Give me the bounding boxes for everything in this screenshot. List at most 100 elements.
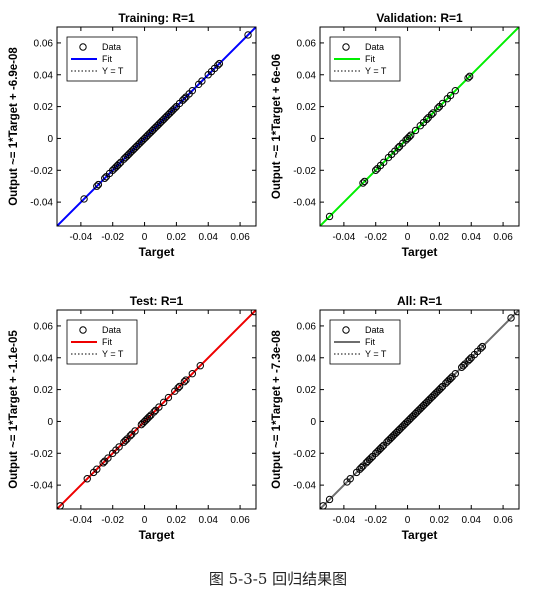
data-point xyxy=(422,115,431,124)
data-point xyxy=(215,59,224,68)
data-point xyxy=(411,126,420,135)
y-tick-label: 0.06 xyxy=(297,321,317,332)
data-point xyxy=(451,86,460,95)
y-tick-label: -0.02 xyxy=(293,449,316,460)
data-points xyxy=(325,72,474,221)
data-point xyxy=(131,427,139,435)
data-point xyxy=(101,174,109,182)
y-axis-label: Output ~= 1*Target + -7.3e-08 xyxy=(271,330,283,489)
y-tick-label: 0.04 xyxy=(34,353,54,364)
legend-ident-label: Y = T xyxy=(365,349,387,359)
y-tick-label: -0.02 xyxy=(30,449,53,460)
data-point xyxy=(464,74,472,82)
x-tick-label: -0.02 xyxy=(101,515,124,526)
x-tick-label: -0.02 xyxy=(101,232,124,243)
data-points xyxy=(320,310,519,509)
data-point xyxy=(372,166,380,174)
x-tick-label: 0 xyxy=(405,232,411,243)
data-point xyxy=(57,502,64,509)
legend-data-marker xyxy=(342,326,350,334)
chart-title: Validation: R=1 xyxy=(376,11,463,25)
x-tick-label: 0.02 xyxy=(430,232,450,243)
data-point xyxy=(378,443,386,451)
x-tick-label: -0.02 xyxy=(364,232,387,243)
fit-line xyxy=(320,27,519,226)
data-point xyxy=(465,72,474,81)
y-tick-label: 0.06 xyxy=(34,38,54,49)
y-tick-label: -0.04 xyxy=(293,481,316,492)
legend-data-marker xyxy=(79,43,87,51)
data-points xyxy=(80,31,252,203)
x-tick-label: 0.06 xyxy=(230,232,250,243)
x-tick-label: 0.06 xyxy=(230,515,250,526)
data-points xyxy=(57,310,256,509)
y-tick-label: 0 xyxy=(310,134,316,145)
x-axis-label: Target xyxy=(402,528,438,542)
data-point xyxy=(115,160,123,168)
chart-title: Training: R=1 xyxy=(118,11,195,25)
legend-fit-label: Fit xyxy=(365,337,375,347)
data-point xyxy=(446,91,455,100)
data-point xyxy=(155,403,163,411)
x-tick-label: 0 xyxy=(142,515,148,526)
legend-data-label: Data xyxy=(365,42,384,52)
x-tick-label: 0.06 xyxy=(493,515,513,526)
data-point xyxy=(427,110,436,119)
chart-title: All: R=1 xyxy=(397,294,442,308)
legend-data-label: Data xyxy=(365,325,384,335)
data-point xyxy=(477,344,485,352)
y-tick-label: 0.02 xyxy=(297,102,317,113)
data-point xyxy=(126,432,134,440)
data-point xyxy=(359,179,367,187)
data-point xyxy=(115,443,123,451)
x-tick-label: 0.04 xyxy=(462,515,482,526)
y-tick-label: 0.04 xyxy=(34,70,54,81)
data-point xyxy=(357,463,366,472)
x-tick-label: -0.04 xyxy=(69,515,92,526)
y-tick-label: 0 xyxy=(310,417,316,428)
chart-panel-4: -0.04 -0.02 0 0.02 0.04 0.06 -0.04 -0.02 0 0.02 0.… xyxy=(271,294,520,542)
y-tick-label: 0.02 xyxy=(297,385,317,396)
x-tick-label: 0.02 xyxy=(430,515,450,526)
legend-ident-label: Y = T xyxy=(102,66,124,76)
data-point xyxy=(94,180,103,189)
legend-data-label: Data xyxy=(102,42,121,52)
chart-panel-2: -0.04 -0.02 0 0.02 0.04 0.06 -0.04 -0.02 0 0.02 0.… xyxy=(271,11,520,259)
data-point xyxy=(320,502,327,509)
data-point xyxy=(159,398,168,407)
data-point xyxy=(507,314,515,322)
data-point xyxy=(83,475,91,483)
data-point xyxy=(429,109,437,117)
data-point xyxy=(198,77,206,85)
legend-fit-label: Fit xyxy=(102,54,112,64)
x-tick-label: 0.06 xyxy=(493,232,513,243)
x-tick-label: -0.04 xyxy=(332,232,355,243)
y-tick-label: -0.04 xyxy=(293,198,316,209)
axes-box xyxy=(319,309,520,510)
x-tick-label: -0.04 xyxy=(332,515,355,526)
y-tick-label: -0.04 xyxy=(30,198,53,209)
legend-ident-label: Y = T xyxy=(365,66,387,76)
data-point xyxy=(446,374,455,383)
data-point xyxy=(150,408,158,416)
x-tick-label: 0.04 xyxy=(462,232,482,243)
chart-panel-1: -0.04 -0.02 0 0.02 0.04 0.06 -0.04 -0.02 0 0.02 0.… xyxy=(8,11,257,259)
x-tick-label: 0 xyxy=(142,232,148,243)
data-point xyxy=(121,436,130,445)
y-tick-label: 0.02 xyxy=(34,102,54,113)
x-tick-label: -0.02 xyxy=(364,515,387,526)
data-point xyxy=(175,382,184,391)
data-point xyxy=(80,195,88,203)
data-point xyxy=(394,144,402,152)
data-point xyxy=(99,459,107,467)
data-point xyxy=(93,182,101,190)
y-tick-label: -0.02 xyxy=(293,166,316,177)
chart-panel-3: -0.04 -0.02 0 0.02 0.04 0.06 -0.04 -0.02 0 0.02 0.… xyxy=(8,294,257,542)
regression-figure: -0.04 -0.02 0 0.02 0.04 0.06 -0.04 -0.02 0 0.02 0.… xyxy=(8,11,520,542)
y-axis-label: Output ~= 1*Target + 6e-06 xyxy=(271,54,283,199)
data-point xyxy=(174,384,182,392)
data-point xyxy=(434,104,442,112)
data-point xyxy=(451,369,460,378)
data-point xyxy=(465,355,474,364)
data-point xyxy=(407,131,415,139)
